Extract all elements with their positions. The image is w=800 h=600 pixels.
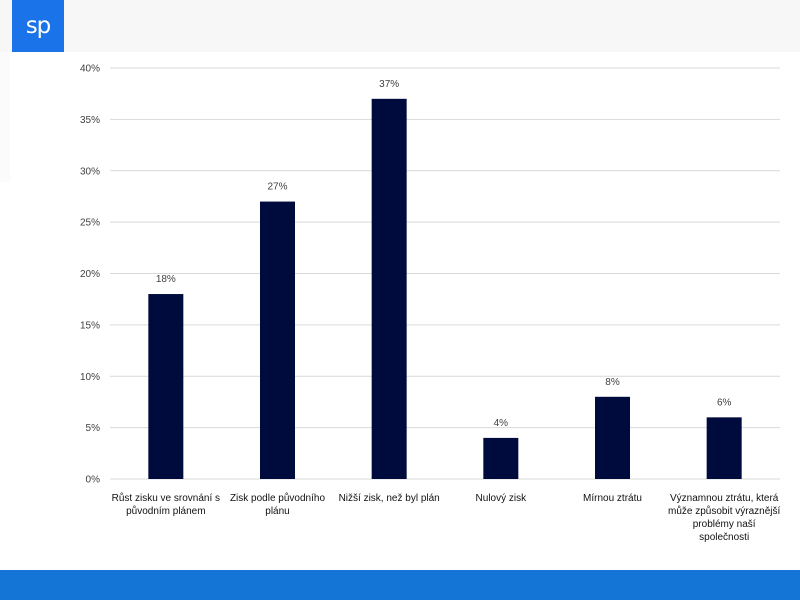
- category-label-line: společnosti: [699, 532, 749, 543]
- category-label-line: plánu: [265, 506, 289, 517]
- bar-chart: 0% 5% 10% 15% 20% 25% 30% 35% 40% 18% Růst zisku v…: [0, 52, 800, 570]
- category-label-line: Významnou ztrátu, která: [670, 493, 779, 504]
- y-tick-label: 20%: [80, 269, 100, 280]
- bar: [595, 396, 630, 479]
- category-label-line: Mírnou ztrátu: [583, 493, 642, 504]
- data-label: 8%: [605, 377, 620, 388]
- bar: [483, 437, 519, 479]
- top-band: [0, 0, 800, 52]
- category-label: Růst zisku ve srovnání s původním plánem: [112, 492, 220, 517]
- bar: [260, 201, 295, 479]
- data-label: 27%: [267, 182, 287, 193]
- category-label-line: Růst zisku ve srovnání s: [112, 492, 220, 504]
- y-tick-label: 15%: [80, 320, 100, 331]
- data-label: 4%: [494, 418, 509, 429]
- y-tick-label: 35%: [80, 115, 100, 126]
- bar: [706, 417, 742, 479]
- left-strip: [0, 52, 10, 182]
- bottom-bar: [0, 570, 800, 600]
- y-tick-label: 30%: [80, 166, 100, 177]
- category-label-line: Nižší zisk, než byl plán: [339, 493, 440, 504]
- y-tick-label: 10%: [80, 372, 100, 383]
- bar: [148, 294, 184, 479]
- category-label-line: Nulový zisk: [476, 493, 528, 504]
- data-label: 18%: [156, 274, 176, 285]
- category-label-line: problémy naší: [693, 519, 756, 530]
- bar: [371, 98, 407, 479]
- logo-text: sp: [25, 13, 52, 39]
- y-tick-label: 40%: [80, 64, 100, 75]
- category-label: Nižší zisk, než byl plán: [339, 493, 440, 504]
- category-label: Mírnou ztrátu: [583, 493, 642, 504]
- sp-logo: sp: [12, 0, 64, 52]
- category-label: Zisk podle původního plánu: [230, 492, 326, 517]
- category-label-line: může způsobit výraznější: [668, 505, 780, 517]
- chart-svg: 0% 5% 10% 15% 20% 25% 30% 35% 40% 18% Růst zisku v…: [80, 64, 781, 544]
- y-tick-label: 5%: [86, 423, 101, 434]
- category-label-line: původním plánem: [126, 505, 206, 517]
- category-label-line: Zisk podle původního: [230, 492, 326, 504]
- data-label: 37%: [379, 79, 399, 90]
- data-label: 6%: [717, 397, 732, 408]
- category-label: Nulový zisk: [476, 493, 528, 504]
- y-tick-label: 0%: [86, 475, 101, 486]
- category-label: Významnou ztrátu, která může způsobit výr…: [668, 493, 780, 543]
- y-tick-label: 25%: [80, 218, 100, 229]
